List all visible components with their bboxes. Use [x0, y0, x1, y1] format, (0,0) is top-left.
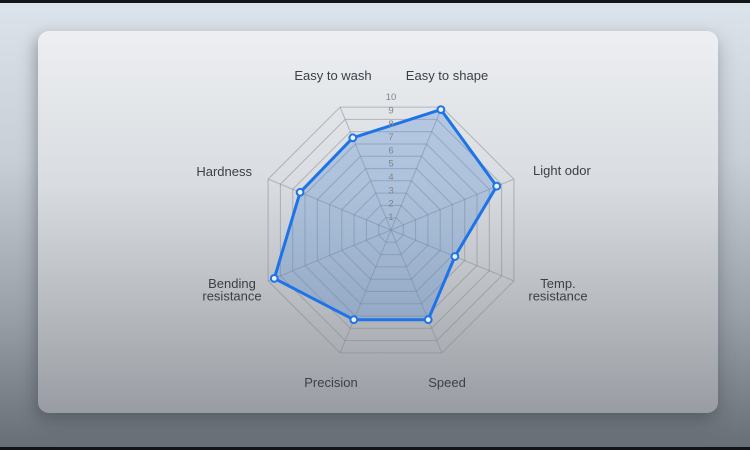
chart-card [38, 31, 718, 413]
radar-axis-line [390, 106, 443, 231]
axis-label-temp-resistance: Temp. resistance [528, 276, 587, 304]
axis-label-bending-resistance: Bending resistance [202, 276, 261, 304]
axis-label-light-odor: Light odor [533, 163, 591, 178]
radar-axis-line [267, 229, 392, 282]
radar-tick-label: 4 [388, 172, 393, 183]
radar-tick-label: 3 [388, 185, 393, 196]
radar-tick-label: 10 [386, 92, 397, 103]
axis-label-precision: Precision [304, 375, 357, 390]
axis-label-speed: Speed [428, 375, 466, 390]
radar-series-area [272, 108, 499, 322]
radar-axis-line [339, 229, 392, 354]
screen-edge-bottom [0, 447, 750, 450]
axis-label-easy-to-shape: Easy to shape [406, 68, 488, 83]
radar-data-point-3 [423, 315, 433, 325]
radar-tick-label: 7 [388, 132, 393, 143]
radar-data-point-1 [492, 181, 502, 191]
radar-tick-label: 6 [388, 145, 393, 156]
radar-tick-label: 1 [388, 212, 393, 223]
radar-tick-label: 9 [388, 106, 393, 117]
axis-label-hardness: Hardness [196, 164, 252, 179]
radar-tick-label: 8 [388, 119, 393, 130]
radar-data-point-7 [348, 133, 358, 143]
radar-data-point-2 [450, 252, 460, 261]
radar-axis-line [390, 229, 443, 354]
axis-label-easy-to-wash: Easy to wash [294, 68, 371, 83]
radar-data-point-6 [295, 187, 305, 197]
radar-axis-line [339, 106, 392, 231]
radar-data-point-5 [269, 274, 279, 283]
radar-tick-label: 2 [388, 199, 393, 210]
radar-axis-line [267, 178, 392, 231]
radar-data-point-4 [349, 315, 359, 325]
radar-data-point-0 [436, 105, 446, 114]
radar-tick-label: 5 [388, 159, 393, 170]
screen-edge-top [0, 0, 750, 3]
